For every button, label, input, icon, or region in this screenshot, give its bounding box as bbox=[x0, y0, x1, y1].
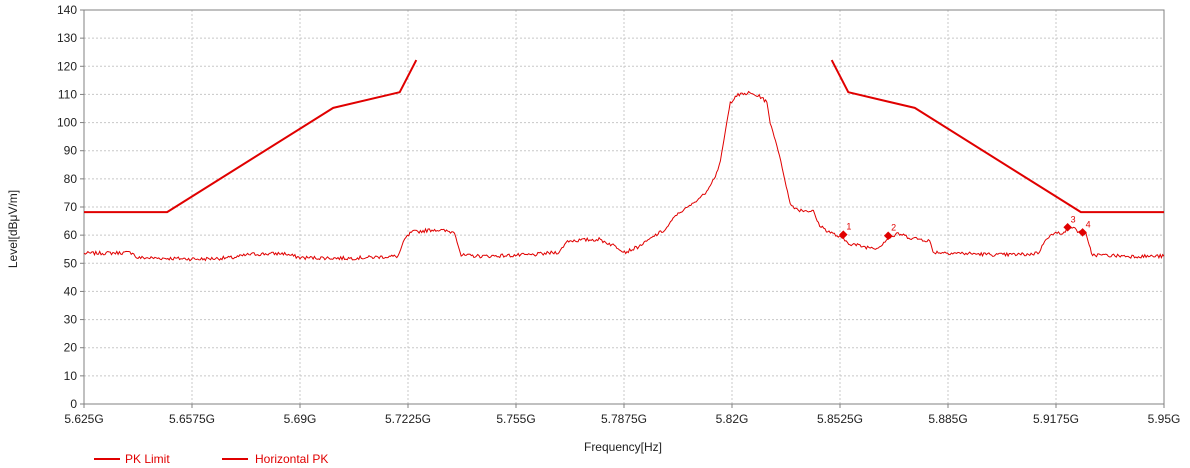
x-tick-label: 5.7875G bbox=[601, 412, 647, 426]
x-tick-label: 5.95G bbox=[1148, 412, 1181, 426]
series-layer bbox=[83, 59, 1165, 262]
y-tick-label: 110 bbox=[58, 87, 77, 101]
x-tick-label: 5.8525G bbox=[817, 412, 863, 426]
y-tick-label: 50 bbox=[64, 256, 78, 270]
legend-item-horizontal-pk: Horizontal PK bbox=[222, 452, 328, 466]
marker-label: 1 bbox=[846, 222, 851, 232]
x-tick-label: 5.625G bbox=[64, 412, 103, 426]
y-tick-label: 60 bbox=[64, 228, 78, 242]
y-tick-label: 70 bbox=[64, 200, 78, 214]
y-tick-label: 0 bbox=[70, 397, 77, 411]
legend: PK Limit Horizontal PK bbox=[94, 452, 328, 466]
y-axis-title: Level[dBμV/m] bbox=[6, 190, 20, 268]
y-tick-label: 10 bbox=[64, 369, 78, 383]
x-tick-label: 5.82G bbox=[716, 412, 749, 426]
x-tick-label: 5.6575G bbox=[169, 412, 215, 426]
legend-item-pk-limit: PK Limit bbox=[94, 452, 170, 466]
markers-layer: 1 2 34 bbox=[839, 214, 1091, 240]
y-tick-label: 120 bbox=[57, 59, 77, 73]
x-tick-label: 5.7225G bbox=[385, 412, 431, 426]
grid-lines bbox=[84, 10, 1164, 404]
pk-limit-line bbox=[84, 59, 418, 214]
x-axis-ticks: 5.625G 5.6575G 5.69G 5.7225G 5.755G 5.7875G 5.… bbox=[64, 404, 1180, 426]
x-tick-label: 5.755G bbox=[496, 412, 535, 426]
marker-point bbox=[883, 231, 893, 240]
x-tick-label: 5.885G bbox=[928, 412, 967, 426]
horizontal-pk-trace bbox=[83, 90, 1165, 262]
marker-label: 4 bbox=[1086, 219, 1091, 229]
marker-point bbox=[1063, 223, 1072, 232]
pk-limit-line bbox=[830, 59, 1164, 214]
marker-label: 2 bbox=[891, 223, 896, 233]
y-tick-label: 40 bbox=[64, 284, 78, 298]
y-tick-label: 140 bbox=[57, 3, 77, 17]
x-tick-label: 5.69G bbox=[284, 412, 317, 426]
y-tick-label: 30 bbox=[64, 313, 78, 327]
y-tick-label: 90 bbox=[64, 144, 78, 158]
y-tick-label: 130 bbox=[57, 31, 77, 45]
y-tick-label: 80 bbox=[64, 172, 78, 186]
x-tick-label: 5.9175G bbox=[1033, 412, 1079, 426]
marker-label: 3 bbox=[1071, 214, 1076, 224]
y-tick-label: 100 bbox=[57, 116, 77, 130]
x-axis-title: Frequency[Hz] bbox=[584, 440, 662, 454]
legend-label-pk-limit: PK Limit bbox=[125, 452, 170, 466]
y-axis-ticks: 0 10 20 30 40 50 60 70 80 90 100 110 120 130 140 bbox=[57, 3, 84, 411]
legend-label-horizontal-pk: Horizontal PK bbox=[255, 452, 328, 466]
y-tick-label: 20 bbox=[64, 341, 78, 355]
